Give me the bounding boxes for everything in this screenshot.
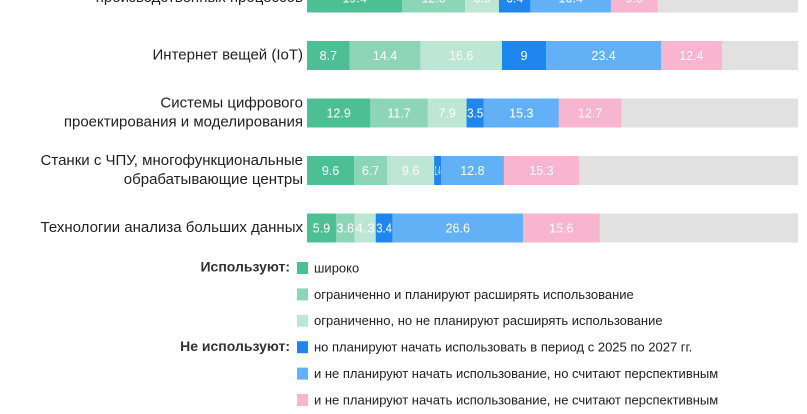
value-label: 4.3: [355, 221, 375, 235]
bar-segment: [498, 0, 531, 13]
value-label: 9: [521, 49, 528, 63]
category-label: обрабатывающие центры: [124, 171, 303, 188]
bar-segment: [307, 98, 371, 128]
value-label: 9.6: [402, 164, 419, 178]
bar-segment: [354, 156, 388, 185]
bar-segment: [523, 213, 600, 243]
bar-segment: [307, 213, 336, 243]
legend-label: и не планируют начать использование, не …: [314, 392, 718, 407]
legend-swatch: [297, 367, 308, 380]
legend-label: но планируют начать использовать в перио…: [314, 340, 692, 355]
legend-group-title: Используют:: [200, 259, 290, 275]
bar-segment: [503, 156, 580, 185]
bar-segment: [465, 0, 499, 13]
value-label: 8.7: [320, 49, 337, 63]
value-label: 5.9: [313, 221, 330, 235]
bar-segment: [546, 41, 662, 70]
value-label: 6.9: [473, 0, 490, 5]
value-label: 3.5: [467, 106, 483, 120]
value-label: 7.9: [438, 106, 455, 120]
bar-segment: [501, 41, 547, 70]
legend-label: и не планируют начать использование, но …: [314, 366, 718, 381]
value-label: 12.4: [679, 49, 703, 63]
value-label: 12.7: [578, 106, 602, 120]
category-label: производственных процессов: [96, 0, 303, 6]
value-label: 23.4: [591, 49, 615, 63]
value-label: 15.3: [529, 164, 553, 178]
value-label: 9.6: [322, 164, 339, 178]
bar-segment: [441, 156, 504, 185]
bar-segment: [387, 156, 435, 185]
bar-segment: [530, 0, 611, 13]
category-label: Системы цифрового: [160, 94, 303, 111]
category-label: проектирования и моделирования: [64, 113, 303, 130]
bar-segment: [420, 41, 502, 70]
bar-segment: [466, 98, 484, 128]
value-label: 19.4: [342, 0, 366, 5]
bar-segment: [558, 98, 622, 128]
value-label: 6.7: [362, 164, 379, 178]
value-label: 12.8: [422, 0, 446, 5]
bar-segment: [483, 98, 559, 128]
bar-segment: [370, 98, 428, 128]
value-label: 26.6: [446, 221, 470, 235]
legend-swatch: [297, 314, 308, 327]
legend-swatch: [297, 262, 308, 274]
legend-label: ограниченно, но не планируют расширять и…: [314, 313, 663, 328]
bar-segment: [402, 0, 466, 13]
category-label: Станки с ЧПУ, многофункциональные: [41, 152, 303, 169]
bar-segment: [610, 0, 658, 13]
bar-segment: [354, 213, 376, 243]
legend-group-title: Не используют:: [180, 338, 290, 354]
category-label: Технологии анализа больших данных: [41, 219, 304, 236]
legend-label: широко: [314, 260, 359, 275]
legend-swatch: [297, 288, 308, 301]
value-label: 1.4: [435, 164, 441, 178]
value-label: 3.8: [336, 221, 354, 235]
bar-segment: [661, 41, 722, 70]
value-label: 16.4: [558, 0, 582, 5]
value-label: 3.4: [376, 221, 392, 235]
bar-segment: [375, 213, 393, 243]
legend-swatch: [297, 394, 308, 406]
bar-segment: [307, 156, 355, 185]
value-label: 12.8: [460, 164, 484, 178]
bar-segment: [427, 98, 467, 128]
bar-segment: [434, 156, 442, 185]
value-label: 14.4: [373, 49, 397, 63]
value-label: 9.5: [626, 0, 643, 5]
bar-segment: [392, 213, 524, 243]
value-label: 6.4: [506, 0, 523, 5]
legend-swatch: [297, 341, 308, 354]
bar-segment: [335, 213, 355, 243]
legend-label: ограниченно и планируют расширять исполь…: [314, 287, 634, 302]
value-label: 16.6: [449, 49, 473, 63]
bar-segment: [349, 41, 421, 70]
value-label: 15.3: [509, 106, 533, 120]
bar-segment: [307, 41, 350, 70]
category-label: Интернет вещей (IoT): [153, 46, 303, 63]
bar-segment: [307, 0, 403, 13]
value-label: 12.9: [326, 106, 350, 120]
value-label: 11.7: [387, 106, 410, 120]
value-label: 15.6: [549, 221, 573, 235]
